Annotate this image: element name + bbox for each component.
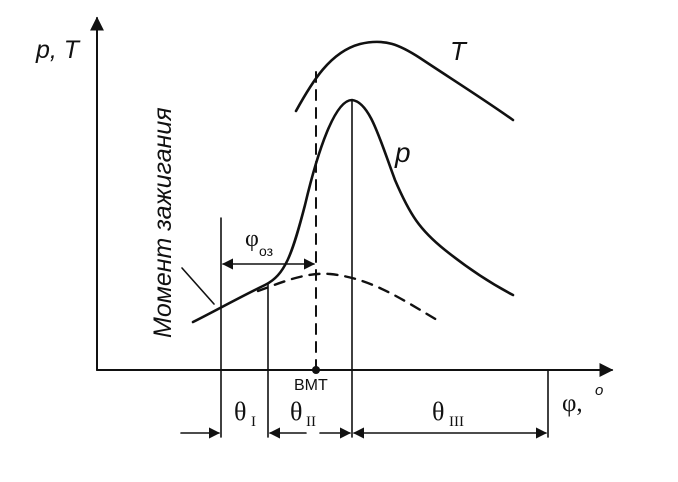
phi-oz-label: φ оз [245, 226, 273, 259]
x-axis-label: φ, o [562, 382, 603, 417]
t-curve-label: T [450, 36, 468, 66]
tdc-label: ВМТ [294, 377, 328, 394]
svg-text:θ: θ [290, 397, 302, 426]
compression-curve [256, 272, 439, 322]
svg-text:оз: оз [259, 243, 273, 259]
theta-2-label: θ II [290, 397, 316, 430]
ignition-pointer [181, 267, 215, 305]
svg-text:III: III [449, 414, 464, 430]
y-axis-label: p, T [35, 36, 81, 64]
svg-text:θ: θ [432, 397, 444, 426]
ignition-label: Момент зажигания [149, 107, 177, 338]
svg-text:I: I [251, 414, 256, 430]
theta-1-label: θ I [234, 397, 256, 430]
svg-text:θ: θ [234, 397, 246, 426]
pressure-curve [191, 98, 515, 324]
svg-text:o: o [595, 382, 603, 399]
svg-text:φ,: φ, [562, 390, 583, 417]
tdc-point [312, 366, 320, 374]
temperature-curve [294, 40, 515, 122]
p-curve-label: p [394, 137, 411, 168]
svg-text:II: II [306, 414, 316, 430]
theta-3-label: θ III [432, 397, 464, 430]
svg-text:φ: φ [245, 226, 259, 252]
